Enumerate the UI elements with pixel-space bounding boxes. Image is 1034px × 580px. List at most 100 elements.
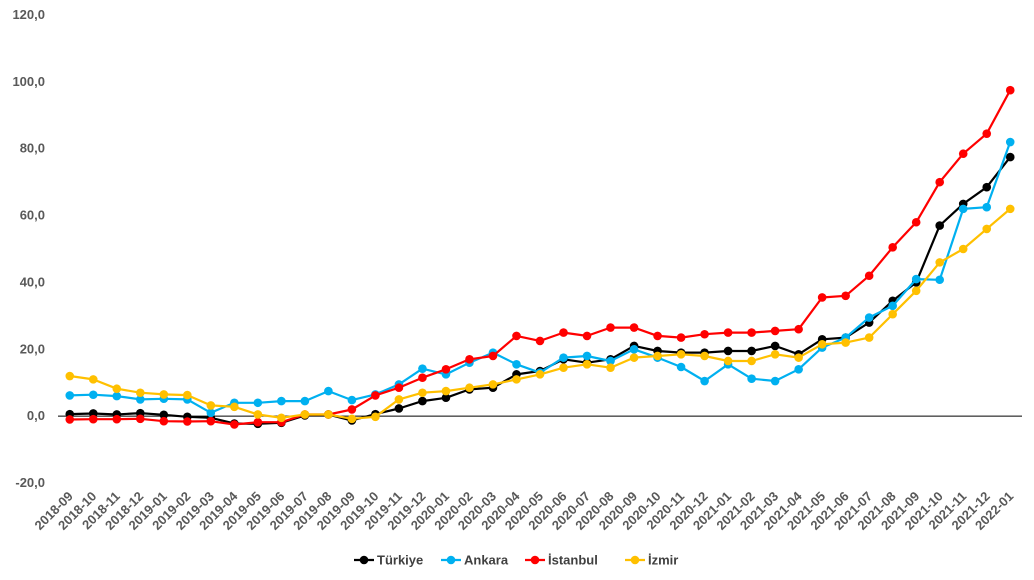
data-point (723, 346, 733, 356)
data-point (206, 401, 216, 410)
data-point (935, 221, 945, 230)
data-point (747, 374, 756, 384)
data-point (112, 414, 122, 424)
data-point (465, 383, 474, 393)
data-point (88, 375, 98, 384)
data-point (1005, 85, 1015, 95)
data-point (535, 370, 545, 379)
data-point (183, 390, 192, 400)
legend-swatch-marker (630, 555, 640, 565)
data-point (958, 244, 968, 254)
legend-item: Ankara (441, 553, 509, 568)
data-point (911, 217, 921, 227)
legend: Türkiye Ankara İstanbul İzmir (354, 553, 678, 568)
data-point (935, 275, 945, 285)
legend-label: Ankara (464, 553, 509, 568)
legend-label: Türkiye (377, 553, 423, 568)
data-point (582, 351, 592, 361)
data-point (864, 313, 874, 322)
data-point (559, 353, 568, 362)
y-tick-label: 120,0 (12, 7, 45, 22)
data-point (441, 393, 451, 403)
series-line (69, 156, 1012, 425)
data-point (747, 346, 756, 356)
data-point (770, 326, 780, 336)
data-point (700, 351, 709, 361)
data-point (794, 365, 803, 374)
data-point (418, 373, 427, 383)
data-point (159, 410, 169, 420)
data-point (723, 328, 733, 337)
data-point (135, 388, 145, 398)
legend-item: İzmir (625, 553, 678, 568)
data-point (65, 391, 75, 400)
legend-label: İzmir (648, 553, 678, 568)
data-point (911, 286, 921, 296)
data-point (817, 293, 827, 302)
data-point (159, 390, 169, 399)
data-point (700, 329, 709, 339)
data-point (653, 331, 662, 341)
data-point (418, 364, 427, 373)
data-point (394, 395, 404, 404)
data-point (888, 301, 897, 311)
data-point (512, 375, 521, 384)
data-point (935, 177, 945, 187)
data-point (982, 224, 992, 234)
legend-item: Türkiye (354, 553, 423, 568)
data-point (488, 351, 498, 361)
legend-swatch-marker (359, 555, 369, 565)
data-point (300, 396, 310, 406)
data-point (324, 410, 333, 419)
data-point (394, 404, 404, 413)
series-lines (65, 85, 1015, 429)
data-point (582, 360, 592, 369)
data-point (135, 414, 145, 424)
data-point (112, 391, 122, 401)
legend-swatch-marker (446, 555, 456, 565)
data-point (324, 386, 333, 396)
data-point (347, 395, 357, 405)
data-point (629, 353, 639, 362)
data-point (65, 415, 75, 424)
data-point (629, 344, 639, 354)
y-tick-label: 0,0 (27, 408, 45, 423)
y-tick-label: 80,0 (20, 141, 45, 156)
data-point (230, 402, 239, 412)
data-point (418, 388, 427, 398)
data-point (747, 328, 756, 337)
data-point (88, 390, 98, 400)
data-point (794, 353, 803, 362)
y-tick-label: -20,0 (15, 475, 45, 490)
data-point (418, 396, 427, 406)
legend-swatch-marker (530, 555, 540, 565)
data-point (441, 386, 451, 396)
data-point (817, 339, 827, 349)
data-point (911, 274, 921, 284)
data-point (371, 391, 380, 400)
data-point (653, 351, 662, 361)
data-point (535, 336, 545, 346)
data-point (559, 328, 568, 337)
data-point (982, 129, 992, 138)
data-point (770, 341, 780, 351)
data-point (183, 417, 192, 426)
y-tick-label: 40,0 (20, 274, 45, 289)
data-point (770, 350, 780, 359)
data-point (559, 363, 568, 372)
data-point (512, 331, 521, 341)
data-point (253, 417, 263, 427)
data-point (958, 149, 968, 159)
series-3 (65, 204, 1015, 424)
data-point (112, 384, 122, 394)
data-point (723, 356, 733, 366)
y-tick-label: 60,0 (20, 208, 45, 223)
data-point (794, 324, 803, 334)
y-tick-label: 20,0 (20, 341, 45, 356)
data-point (888, 243, 897, 252)
data-point (441, 365, 451, 374)
data-point (512, 360, 521, 369)
data-point (1005, 152, 1015, 162)
data-point (65, 371, 75, 381)
